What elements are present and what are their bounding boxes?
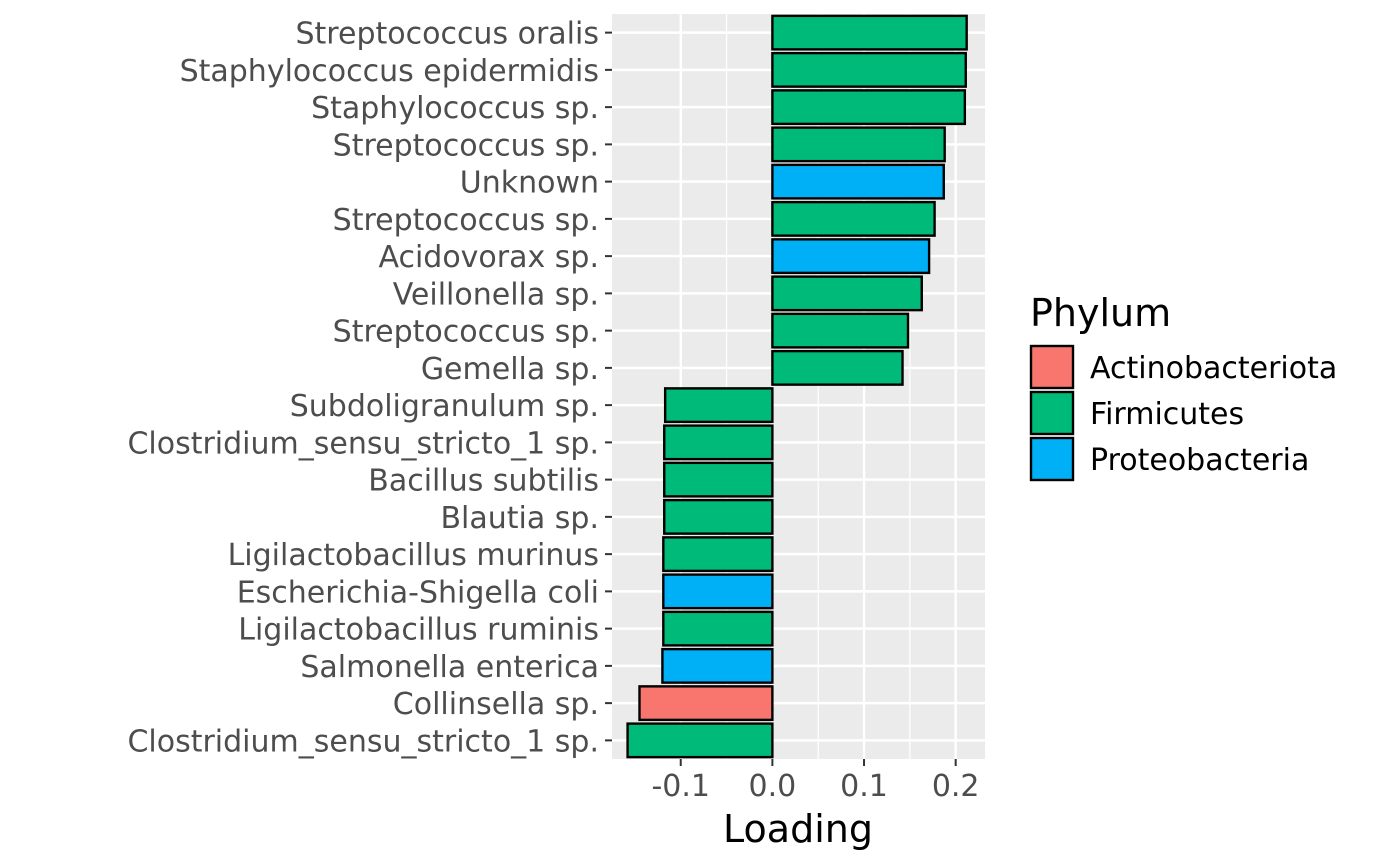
y-tick-label: Collinsella sp. <box>393 687 599 722</box>
bar <box>662 573 774 610</box>
x-tick-label: 0.1 <box>840 769 888 804</box>
plot-panel <box>612 14 985 759</box>
y-tick-label: Veillonella sp. <box>393 277 599 312</box>
bar <box>771 349 904 386</box>
bar <box>771 312 910 349</box>
bar <box>771 163 945 200</box>
x-tick-label: 0.0 <box>749 769 797 804</box>
y-tick-label: Clostridium_sensu_stricto_1 sp. <box>127 724 599 759</box>
legend-key <box>1029 390 1075 436</box>
y-tick-label: Staphylococcus sp. <box>311 91 599 126</box>
legend-label: Proteobacteria <box>1090 443 1309 478</box>
bar <box>661 647 774 684</box>
bar <box>771 89 967 126</box>
y-tick-label: Unknown <box>460 166 599 201</box>
y-tick-label: Blautia sp. <box>440 501 599 536</box>
bar <box>662 536 774 573</box>
bar <box>638 685 774 722</box>
bar <box>663 387 774 424</box>
bar <box>771 200 936 237</box>
y-tick-label: Acidovorax sp. <box>378 240 599 275</box>
y-tick-label: Bacillus subtilis <box>368 464 599 499</box>
y-tick-label: Clostridium_sensu_stricto_1 sp. <box>127 426 599 461</box>
bar <box>771 238 931 275</box>
bar <box>662 610 774 647</box>
y-tick-label: Streptococcus oralis <box>296 17 600 52</box>
bar <box>771 51 967 88</box>
x-axis-title: Loading <box>723 807 873 851</box>
y-tick-label: Streptococcus sp. <box>333 128 599 163</box>
bar <box>663 498 774 535</box>
legend-key <box>1029 436 1075 482</box>
legend-key <box>1029 344 1075 390</box>
bar <box>771 275 923 312</box>
y-tick-label: Streptococcus sp. <box>333 315 599 350</box>
legend-label: Firmicutes <box>1090 397 1244 432</box>
legend-label: Actinobacteriota <box>1090 351 1337 386</box>
y-tick-label: Staphylococcus epidermidis <box>180 54 599 89</box>
y-tick-label: Subdoligranulum sp. <box>290 389 599 424</box>
x-tick-label: -0.1 <box>651 769 710 804</box>
bar <box>663 461 774 498</box>
bar <box>626 722 774 759</box>
bar <box>663 424 774 461</box>
bar <box>771 126 946 163</box>
bars <box>626 14 968 759</box>
legend-title: Phylum <box>1030 291 1171 335</box>
y-tick-label: Gemella sp. <box>421 352 599 387</box>
x-tick-label: 0.2 <box>932 769 980 804</box>
x-axis: -0.1 0.0 0.1 0.2 <box>651 759 980 804</box>
y-tick-label: Ligilactobacillus murinus <box>228 538 599 573</box>
y-tick-label: Streptococcus sp. <box>333 203 599 238</box>
y-tick-label: Ligilactobacillus ruminis <box>238 613 599 648</box>
y-tick-label: Salmonella enterica <box>300 650 599 685</box>
legend: Phylum Actinobacteriota Firmicutes Proteob… <box>1029 291 1337 482</box>
bar <box>771 14 968 51</box>
y-tick-label: Escherichia-Shigella coli <box>237 575 599 610</box>
